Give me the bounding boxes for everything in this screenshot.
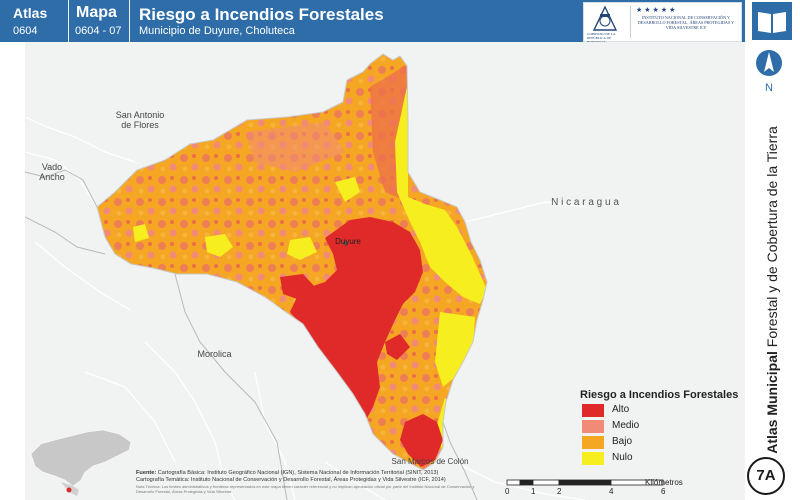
label-morolica: Morolica — [197, 349, 232, 359]
scale-tick-6: 6 — [661, 487, 666, 496]
legend-swatch-medio — [582, 420, 604, 433]
scale-tick-0: 0 — [505, 487, 510, 496]
scale-tick-1: 1 — [531, 487, 536, 496]
source-label: Fuente: — [136, 470, 157, 476]
legend-item-nulo: Nulo — [580, 451, 745, 467]
open-book-icon — [752, 2, 792, 40]
administrative-boundaries — [25, 169, 478, 500]
map-number-badge: 7A — [747, 457, 785, 495]
location-inset-map — [30, 429, 132, 496]
side-title-rest: Forestal y de Cobertura de la Tierra — [764, 126, 780, 352]
legend-swatch-nulo — [582, 452, 604, 465]
north-label: N — [765, 82, 773, 94]
legend-item-alto: Alto — [580, 403, 745, 419]
page-subtitle: Municipio de Duyure, Choluteca — [139, 25, 295, 37]
header-divider — [68, 0, 69, 42]
duyure-town-marker — [343, 241, 347, 245]
legend-label-bajo: Bajo — [612, 436, 633, 447]
source-line-1: Fuente: Cartografía Básica: Instituto Ge… — [136, 470, 491, 477]
stars-icon: ★★★★★ — [636, 7, 678, 14]
logo-right-caption: INSTITUTO NACIONAL DE CONSERVACIÓN Y DES… — [637, 15, 735, 30]
header-divider — [129, 0, 130, 42]
municipality-boundary — [96, 53, 488, 471]
institution-logos: GOBIERNO DE LA REPÚBLICA DE HONDURAS ★★★… — [583, 2, 742, 44]
side-title-bold: Atlas Municipal — [764, 351, 780, 454]
honduras-seal-icon — [592, 5, 618, 31]
north-arrow-icon — [756, 50, 782, 76]
map-legend: Riesgo a Incendios Forestales Alto Medio… — [580, 389, 745, 467]
legend-swatch-bajo — [582, 436, 604, 449]
atlas-cell: Atlas 0604 — [0, 0, 68, 42]
scale-unit: Kilómetros — [645, 478, 683, 487]
mapa-number: 0604 - 07 — [75, 25, 122, 37]
logo-divider — [630, 6, 631, 38]
side-panel — [746, 42, 800, 500]
label-vado-ancho: Vado Ancho — [39, 162, 65, 182]
atlas-label: Atlas — [13, 5, 48, 21]
mapa-cell: Mapa 0604 - 07 — [69, 0, 129, 42]
legend-label-medio: Medio — [612, 420, 640, 431]
road-network — [25, 116, 586, 500]
header-bar: Atlas 0604 Mapa 0604 - 07 Riesgo a Incen… — [0, 0, 745, 44]
page-title: Riesgo a Incendios Forestales — [139, 5, 384, 24]
legend-label-nulo: Nulo — [612, 452, 633, 463]
technical-note: Nota Técnica: Los límites administrativo… — [136, 484, 475, 494]
source-text-2: Cartografía Temática: Instituto Nacional… — [136, 477, 446, 483]
label-duyure: Duyure — [335, 237, 361, 246]
mapa-label: Mapa — [76, 4, 117, 21]
side-title: Atlas Municipal Forestal y de Cobertura … — [764, 126, 780, 454]
scale-bar: 0 1 2 4 6 Kilómetros — [505, 478, 685, 498]
legend-label-alto: Alto — [612, 404, 630, 415]
scale-tick-4: 4 — [609, 487, 614, 496]
scale-bar-graphic — [506, 479, 664, 486]
map-canvas — [25, 42, 745, 500]
label-nicaragua: N i c a r a g u a — [551, 197, 619, 208]
risk-alto-areas — [280, 217, 443, 467]
legend-swatch-alto — [582, 404, 604, 417]
scale-tick-2: 2 — [557, 487, 562, 496]
legend-title: Riesgo a Incendios Forestales — [580, 389, 739, 401]
label-san-antonio-de-flores: San Antonio de Flores — [115, 110, 165, 130]
legend-item-bajo: Bajo — [580, 435, 745, 451]
label-san-marcos-de-colon: San Marcos de Colón — [391, 457, 469, 466]
source-text-1: Cartografía Básica: Instituto Geográfico… — [157, 470, 439, 476]
source-notes: Fuente: Cartografía Básica: Instituto Ge… — [136, 470, 491, 494]
legend-item-medio: Medio — [580, 419, 745, 435]
atlas-number: 0604 — [13, 25, 38, 37]
